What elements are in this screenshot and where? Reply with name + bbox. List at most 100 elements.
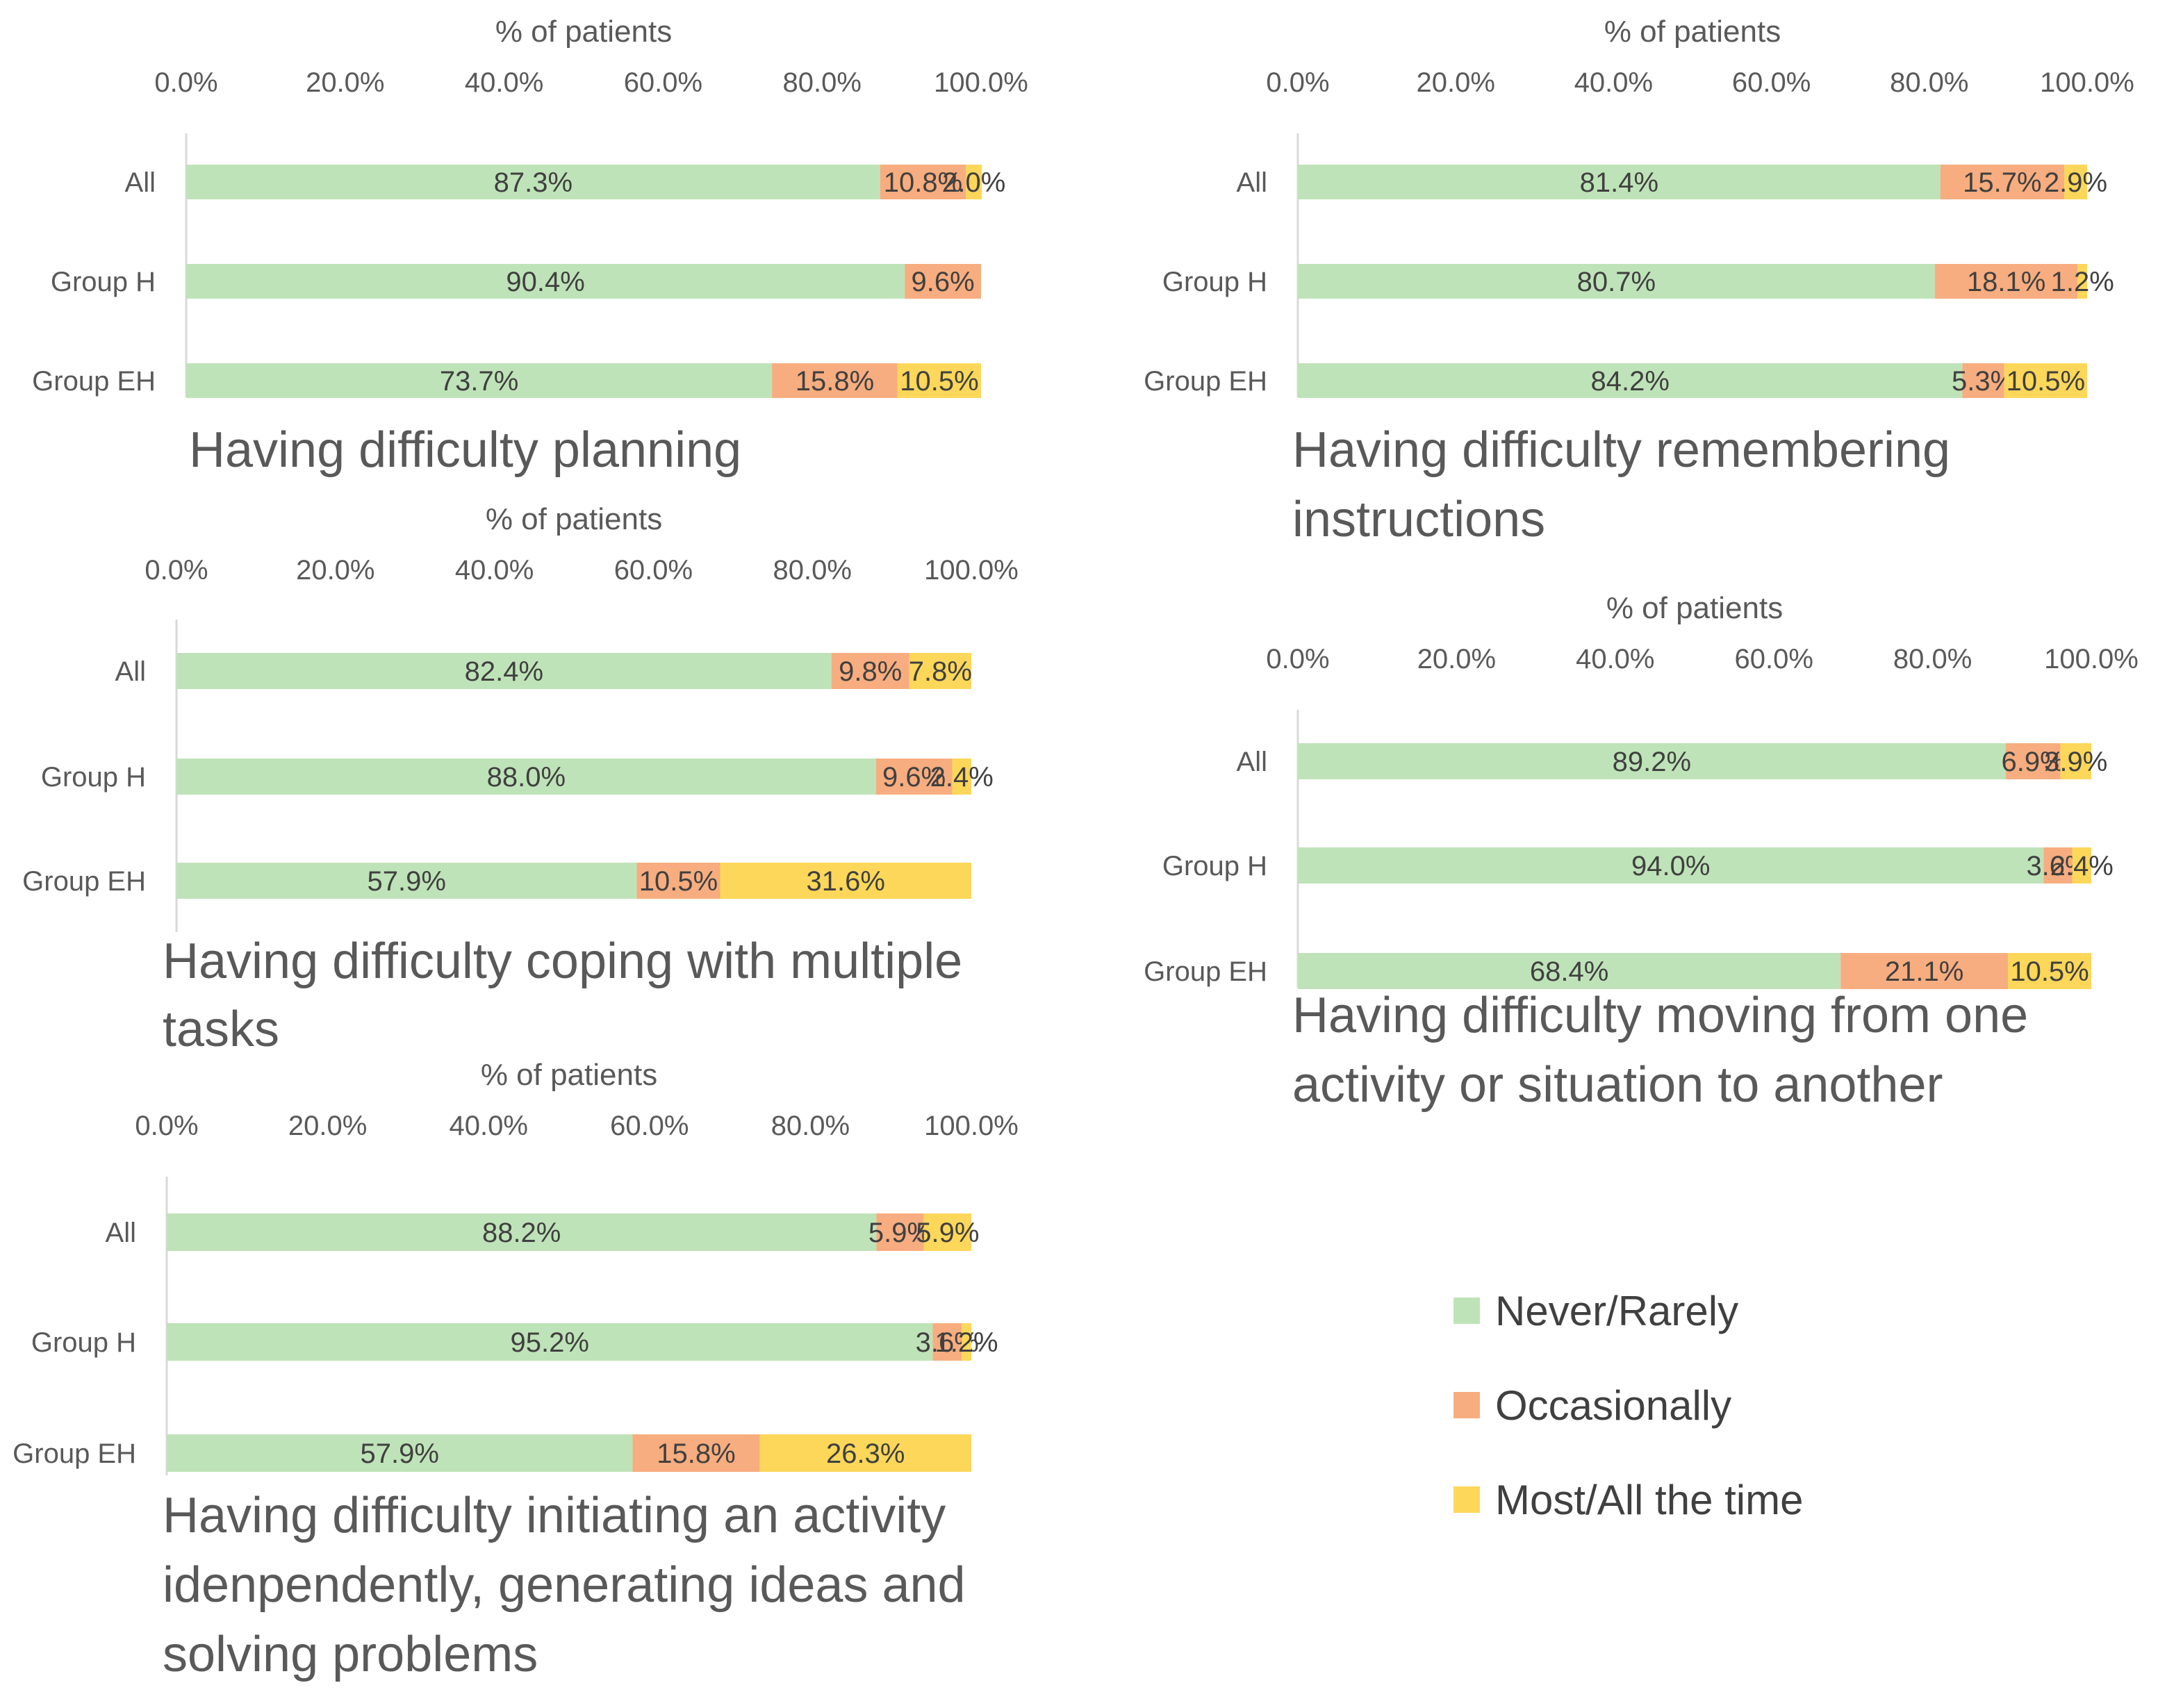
bar-segment xyxy=(897,363,981,398)
bar-segment xyxy=(952,758,971,795)
x-tick-label: 40.0% xyxy=(1576,644,1654,674)
category-label: All xyxy=(1237,167,1267,198)
bar-segment xyxy=(2064,165,2087,199)
x-tick-label: 0.0% xyxy=(135,1111,198,1141)
data-label: 68.4% xyxy=(1530,956,1608,987)
x-tick-label: 80.0% xyxy=(1893,644,1972,674)
data-label: 81.4% xyxy=(1580,167,1658,198)
data-label: 87.3% xyxy=(494,167,572,198)
x-tick-label: 20.0% xyxy=(288,1111,367,1141)
x-tick-label: 60.0% xyxy=(1734,644,1813,674)
data-label: 5.9% xyxy=(868,1218,932,1248)
bar-segment xyxy=(923,1213,971,1251)
data-label: 89.2% xyxy=(1613,747,1691,777)
bar-segment xyxy=(1298,847,2044,884)
data-label: 1.2% xyxy=(934,1327,998,1358)
bar-segment xyxy=(1840,953,2009,989)
bar-segment xyxy=(1934,264,2078,299)
chart-title: Having difficulty initiating an activity xyxy=(163,1488,946,1543)
data-label: 88.0% xyxy=(487,762,566,793)
x-tick-label: 0.0% xyxy=(1266,644,1329,674)
data-label: 2.9% xyxy=(2044,167,2107,198)
data-label: 7.8% xyxy=(909,656,972,687)
data-label: 10.8% xyxy=(884,167,962,198)
category-label: Group EH xyxy=(32,366,156,397)
data-label: 9.6% xyxy=(882,762,946,793)
axis-title: % of patients xyxy=(1606,591,1783,625)
chart-title: instructions xyxy=(1292,492,1545,547)
x-tick-label: 0.0% xyxy=(154,67,217,98)
data-label: 26.3% xyxy=(826,1438,905,1469)
bar-segment xyxy=(2043,847,2073,884)
data-label: 57.9% xyxy=(361,1438,439,1469)
bar-segment xyxy=(1962,363,2004,398)
data-label: 10.5% xyxy=(2010,956,2089,987)
x-tick-label: 20.0% xyxy=(296,555,374,586)
bar-segment xyxy=(966,165,982,199)
bar-segment xyxy=(176,863,637,899)
bar-segment xyxy=(1298,363,1963,398)
bar-segment xyxy=(632,1434,760,1472)
data-label: 73.7% xyxy=(440,366,518,397)
data-label: 94.0% xyxy=(1631,851,1710,881)
legend-swatch xyxy=(1453,1392,1480,1418)
x-tick-label: 100.0% xyxy=(934,67,1028,98)
bar-segment xyxy=(880,165,966,199)
bar-segment xyxy=(167,1323,933,1361)
x-tick-label: 0.0% xyxy=(145,555,208,586)
bar-segment xyxy=(875,758,953,795)
bar-segment xyxy=(2077,264,2087,299)
category-label: Group H xyxy=(1162,267,1267,297)
x-tick-label: 100.0% xyxy=(924,555,1019,586)
bar-segment xyxy=(1298,165,1941,199)
axis-title: % of patients xyxy=(481,1058,657,1092)
data-label: 10.5% xyxy=(900,366,978,397)
x-tick-label: 40.0% xyxy=(465,67,543,98)
bar-segment xyxy=(2060,743,2091,779)
chart-panel-3: % of patients 0.0% 20.0% 40.0% 60.0% 80.0% 100… xyxy=(22,502,1019,1057)
bar-segment xyxy=(2072,847,2091,884)
bar-segment xyxy=(1298,264,1935,299)
x-tick-label: 20.0% xyxy=(1417,644,1496,674)
bar-segment xyxy=(720,863,971,899)
data-label: 80.7% xyxy=(1577,267,1656,297)
x-tick-label: 100.0% xyxy=(924,1111,1019,1141)
data-label: 15.8% xyxy=(657,1438,735,1469)
x-tick-label: 20.0% xyxy=(1416,67,1494,98)
category-label: Group EH xyxy=(13,1438,136,1469)
category-label: Group EH xyxy=(1144,366,1267,397)
x-tick-label: 0.0% xyxy=(1266,67,1329,98)
bar-segment xyxy=(186,363,773,398)
legend-label: Occasionally xyxy=(1495,1382,1731,1429)
chart-title: activity or situation to another xyxy=(1292,1057,1943,1113)
chart-panel-2: % of patients 0.0% 20.0% 40.0% 60.0% 80.0% 100… xyxy=(1144,15,2134,547)
x-tick-label: 60.0% xyxy=(1732,67,1811,98)
bar-segment xyxy=(876,1213,924,1251)
chart-title: Having difficulty planning xyxy=(189,422,741,478)
data-label: 15.7% xyxy=(1963,167,2041,198)
data-label: 5.9% xyxy=(916,1218,979,1248)
bar-segment xyxy=(759,1434,971,1472)
bar-segment xyxy=(1940,165,2065,199)
data-label: 82.4% xyxy=(465,656,543,687)
x-tick-label: 40.0% xyxy=(1574,67,1653,98)
data-label: 9.8% xyxy=(839,656,902,687)
data-label: 1.2% xyxy=(2051,267,2114,297)
data-label: 18.1% xyxy=(1967,267,2045,297)
legend-label: Never/Rarely xyxy=(1495,1288,1738,1334)
category-label: Group H xyxy=(51,267,156,297)
bar-segment xyxy=(176,653,832,689)
x-tick-label: 80.0% xyxy=(771,1111,850,1141)
data-label: 21.1% xyxy=(1885,956,1963,987)
category-label: Group H xyxy=(41,762,146,793)
legend-swatch xyxy=(1453,1486,1480,1513)
legend-swatch xyxy=(1453,1297,1480,1324)
chart-title: Having difficulty moving from one xyxy=(1292,988,2028,1043)
bar-segment xyxy=(772,363,898,398)
data-label: 3.9% xyxy=(2044,747,2107,777)
bar-segment xyxy=(2005,743,2061,779)
category-label: All xyxy=(1237,747,1267,777)
category-label: All xyxy=(115,656,146,687)
bar-segment xyxy=(2008,953,2091,989)
data-label: 57.9% xyxy=(367,866,445,897)
